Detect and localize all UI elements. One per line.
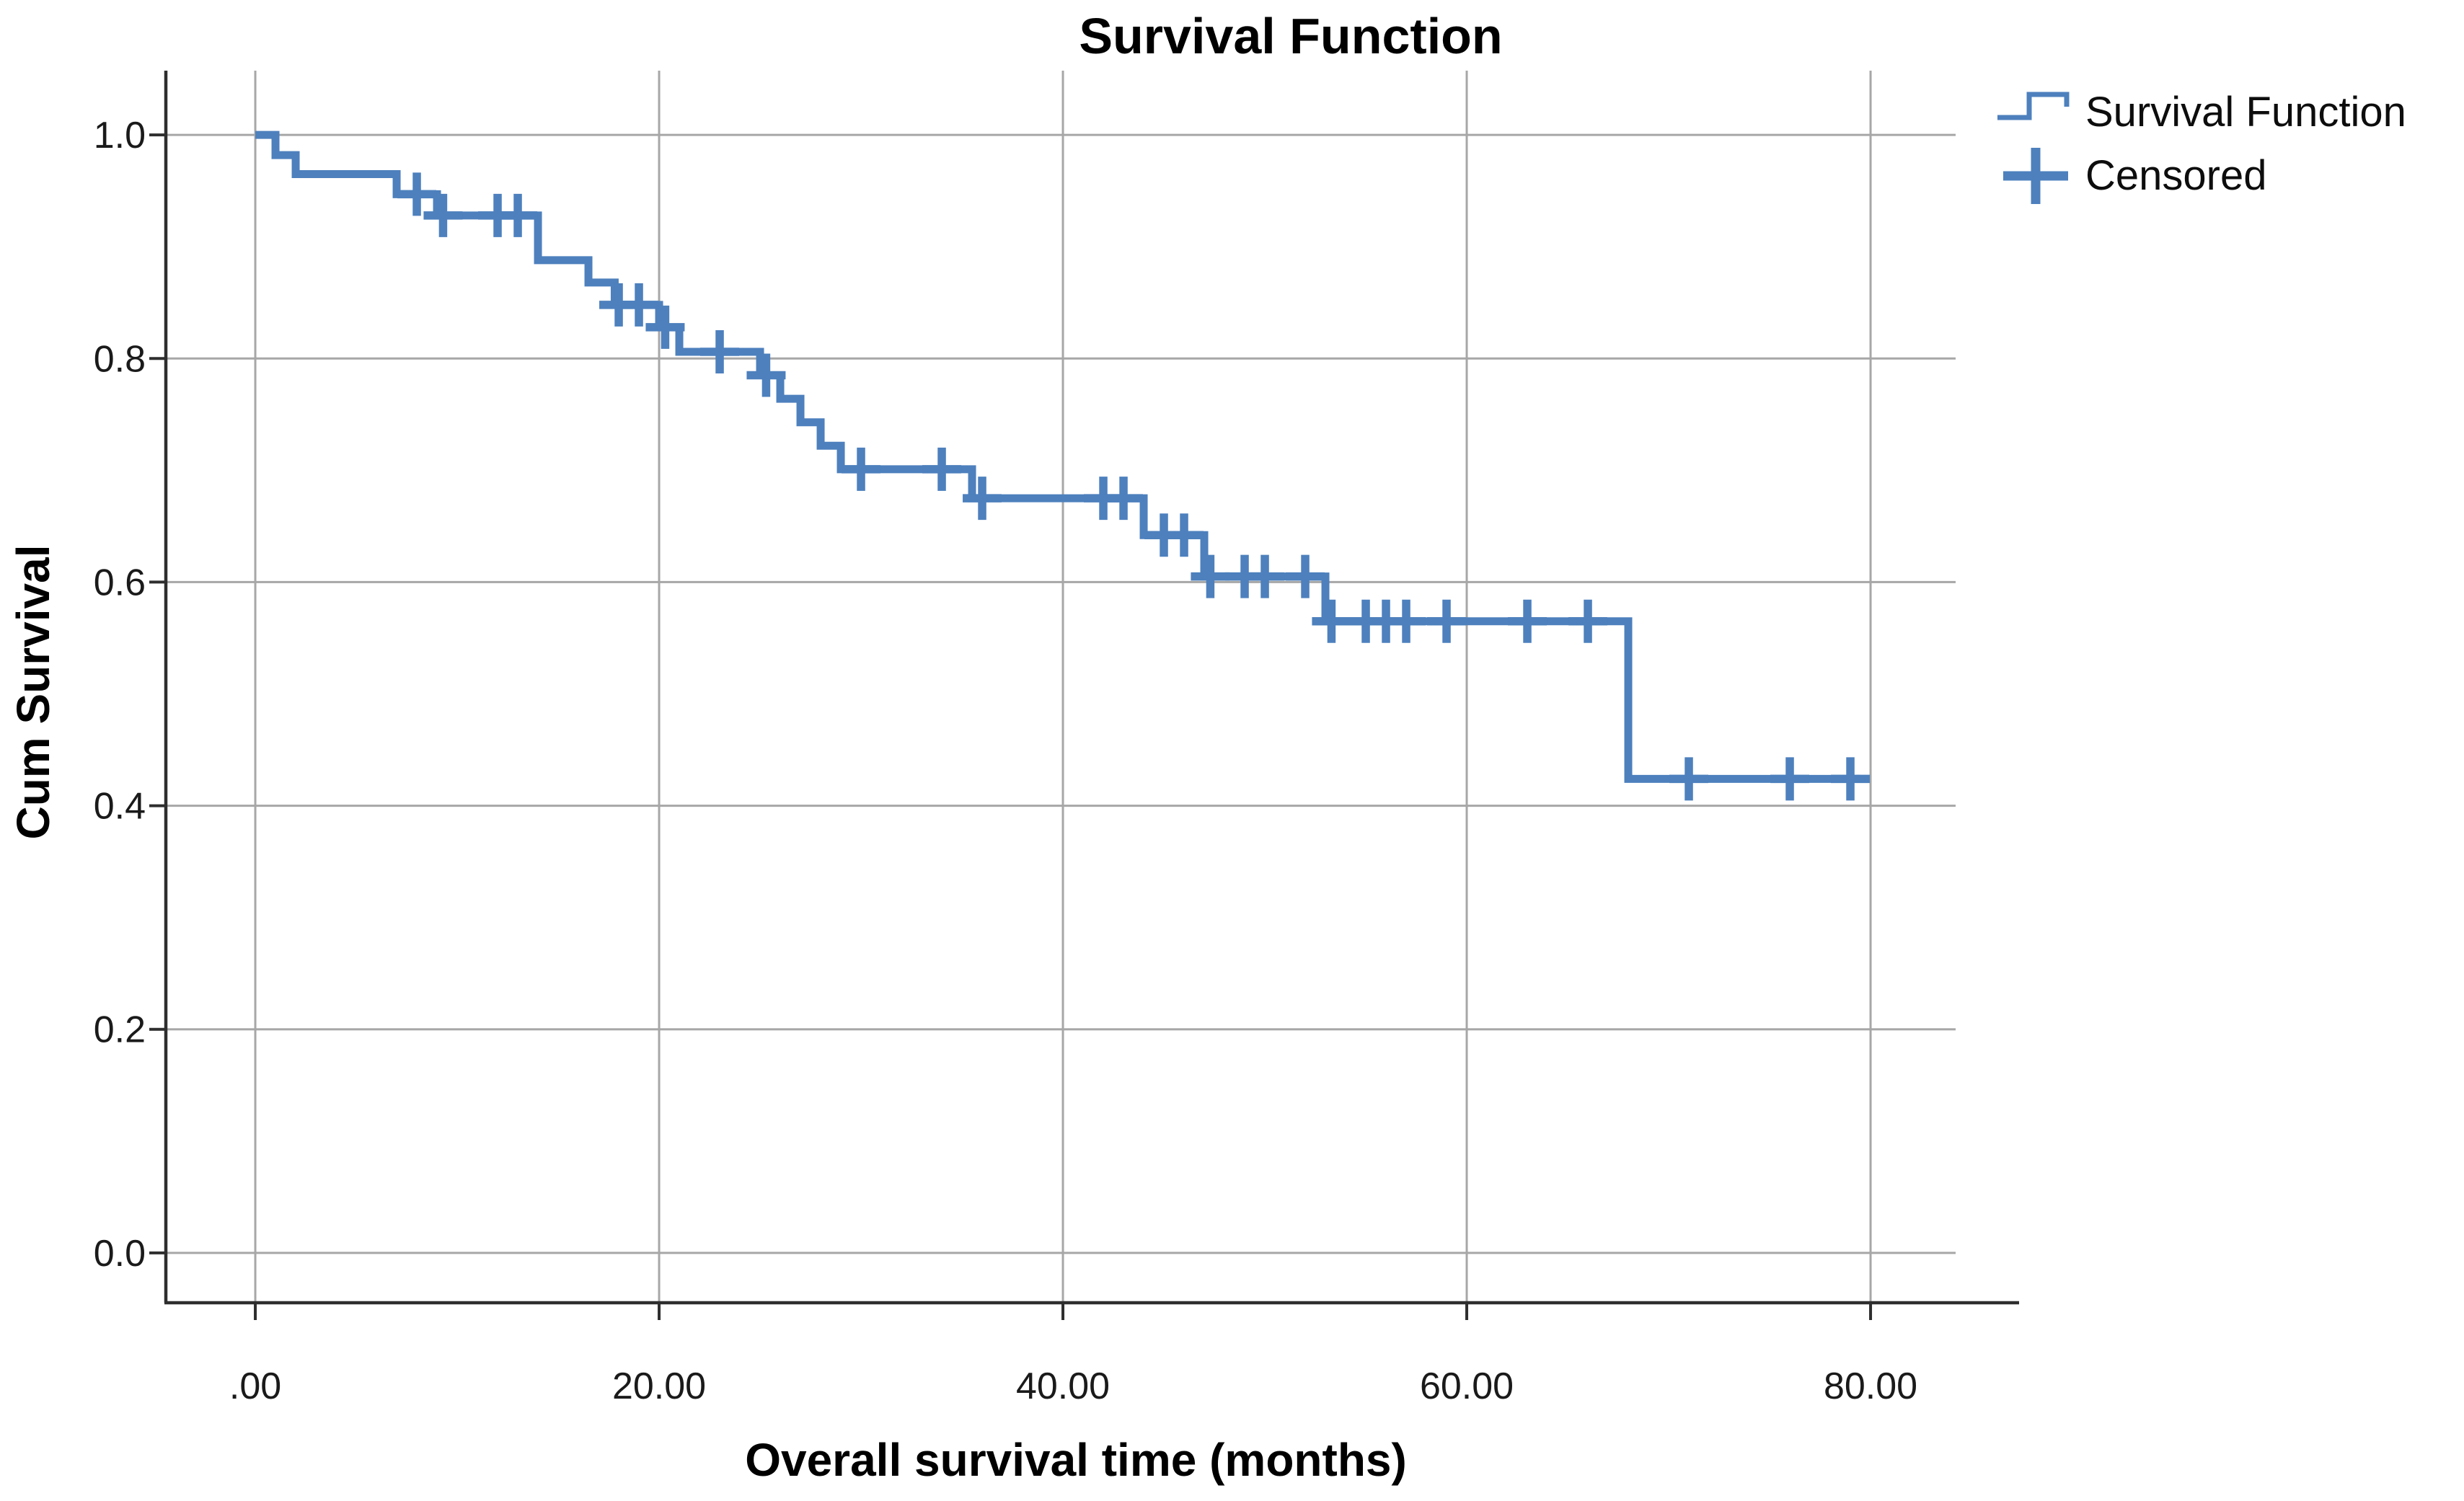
chart-title: Survival Function (1079, 8, 1503, 64)
y-tick-label: 0.8 (94, 338, 146, 380)
y-tick-label: 0.4 (94, 786, 146, 828)
legend-item-survival-function: Survival Function (1996, 81, 2406, 144)
censor-mark (700, 329, 740, 373)
y-tick-label: 0.2 (94, 1009, 146, 1051)
censor-mark (1286, 554, 1325, 598)
step-line-icon (1997, 92, 2070, 120)
censor-mark (1387, 599, 1426, 643)
censor-mark (1312, 599, 1351, 643)
censor-mark (1191, 554, 1230, 598)
x-tick-label: 20.00 (612, 1365, 706, 1407)
y-tick-label: 0.6 (94, 562, 146, 603)
censor-mark (746, 353, 786, 397)
censor-mark (397, 172, 437, 216)
legend-label-survival-function: Survival Function (2085, 89, 2406, 136)
censor-mark (963, 477, 1002, 521)
y-tick-label: 1.0 (94, 115, 146, 156)
censor-mark (1831, 757, 1871, 801)
censor-mark (1770, 757, 1810, 801)
censor-mark (423, 193, 463, 237)
x-axis-title: Overall survival time (months) (745, 1434, 1407, 1486)
legend: Survival Function Censored (1996, 81, 2406, 208)
censor-mark (1427, 599, 1467, 643)
censor-mark (1508, 599, 1547, 643)
x-tick-label: 60.00 (1420, 1365, 1514, 1407)
plus-icon (2003, 148, 2068, 204)
censor-mark (498, 193, 538, 237)
censor-mark (1568, 599, 1608, 643)
x-tick-label: 80.00 (1824, 1365, 1917, 1407)
censor-mark (922, 447, 962, 491)
censor-mark (842, 447, 881, 491)
censor-mark (645, 305, 685, 349)
x-tick-label: .00 (229, 1365, 281, 1407)
x-tick-label: 40.00 (1016, 1365, 1110, 1407)
censor-mark (619, 283, 659, 327)
censor-mark (1165, 513, 1204, 557)
legend-label-censored: Censored (2085, 152, 2267, 199)
legend-item-censored: Censored (1996, 144, 2406, 208)
censor-mark (1104, 477, 1144, 521)
y-tick-label: 0.0 (94, 1233, 146, 1275)
censor-mark (1669, 757, 1709, 801)
censor-mark (1245, 554, 1285, 598)
